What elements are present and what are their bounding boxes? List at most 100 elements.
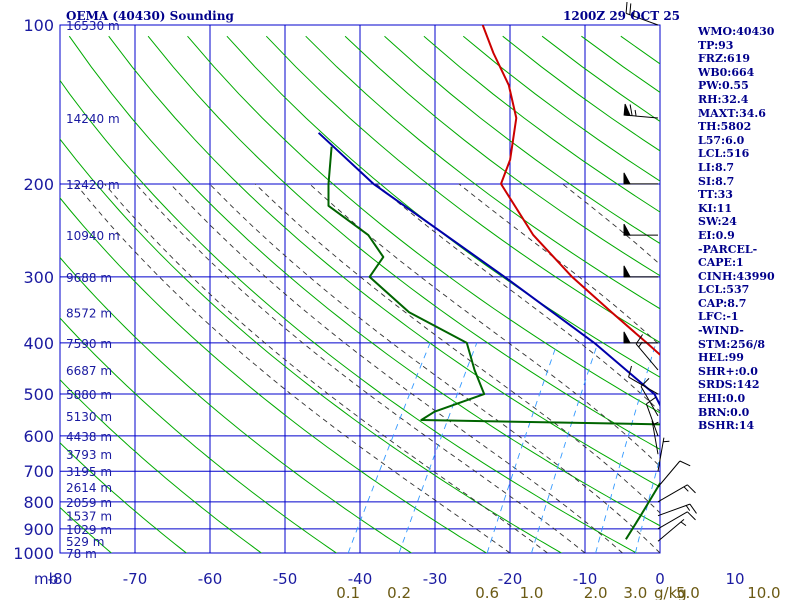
wind-barb-900 xyxy=(657,511,696,530)
dry-adiabat xyxy=(68,35,660,527)
pressure-tick-label: 200 xyxy=(23,175,54,194)
index-line: RH:32.4 xyxy=(698,92,749,106)
sounding-time: 1200Z 29 OCT 25 xyxy=(563,9,681,23)
temperature-tick-label: -80 xyxy=(48,570,73,588)
height-label: 16530 m xyxy=(66,19,120,33)
temperature-tick-label: -10 xyxy=(573,570,598,588)
pressure-tick-label: 700 xyxy=(23,462,54,481)
dry-adiabat xyxy=(305,35,660,310)
index-line: TT:33 xyxy=(698,188,733,202)
index-line: WMO:40430 xyxy=(698,25,775,38)
dry-adiabat xyxy=(108,35,660,488)
mixing-ratio-line xyxy=(398,342,478,553)
moist-adiabat xyxy=(169,183,623,553)
index-line: L57:6.0 xyxy=(698,133,745,147)
pressure-tick-label: 800 xyxy=(23,493,54,512)
mixing-ratio-line xyxy=(347,342,431,553)
height-label: 3195 m xyxy=(66,465,112,479)
index-line: FRZ:619 xyxy=(698,52,751,66)
mixing-ratio-line xyxy=(531,342,599,553)
parcel-trace xyxy=(317,132,660,408)
isobar-isotherm-grid xyxy=(59,24,661,554)
wind-barb-700 xyxy=(657,437,670,472)
height-label: 2059 m xyxy=(66,496,112,510)
dry-adiabat xyxy=(778,36,800,564)
mixing-ratio-label: 1.0 xyxy=(520,584,544,600)
index-line: LCL:537 xyxy=(698,283,750,297)
dewpoint-trace xyxy=(327,146,660,540)
pressure-tick-label: 300 xyxy=(23,268,54,287)
moist-adiabat xyxy=(104,183,548,553)
index-line: WB0:664 xyxy=(698,65,755,79)
dry-adiabat xyxy=(60,506,113,553)
index-line: CINH:43990 xyxy=(698,269,775,283)
mixing-ratio-label: 3.0 xyxy=(623,584,647,600)
index-line: TP:93 xyxy=(698,38,734,52)
index-line: -WIND- xyxy=(698,324,744,338)
mixing-ratio-lines xyxy=(347,342,660,553)
index-panel: WMO:40430 TP:93 FRZ:619 WB0:664 PW:0.55 RH:32… xyxy=(698,25,775,433)
wind-barb-250 xyxy=(623,223,658,236)
index-line: SHR+:0.0 xyxy=(698,364,758,378)
wind-barb-600 xyxy=(645,396,659,437)
mixing-ratio-label: 5.0 xyxy=(676,584,700,600)
dry-adiabat xyxy=(344,35,660,277)
mixing-ratio-line xyxy=(595,342,657,553)
station-title: OEMA (40430) Sounding xyxy=(66,9,234,23)
mixing-ratio-label: 0.6 xyxy=(475,584,499,600)
moist-adiabat xyxy=(209,183,660,553)
dry-adiabat xyxy=(60,378,263,553)
index-line: LI:8.7 xyxy=(698,160,735,174)
wind-barb-850 xyxy=(657,503,697,517)
height-label: 7590 m xyxy=(66,337,112,351)
pressure-tick-label: 900 xyxy=(23,520,54,539)
temperature-tick-label: 10 xyxy=(725,570,744,588)
wind-barb-450 xyxy=(635,334,659,371)
index-line: MAXT:34.6 xyxy=(698,106,766,120)
moist-adiabat xyxy=(794,184,800,553)
height-label: 529 m xyxy=(66,535,104,549)
index-line: SRDS:142 xyxy=(698,378,760,392)
dry-adiabat xyxy=(60,197,488,553)
index-line: CAP:8.7 xyxy=(698,296,747,310)
wind-barb-950 xyxy=(657,519,687,542)
temperature-tick-label: -70 xyxy=(123,570,148,588)
index-line: SW:24 xyxy=(698,215,737,229)
wind-barbs xyxy=(623,1,697,542)
temperature-tick-label: 0 xyxy=(655,570,665,588)
pressure-tick-label: 1000 xyxy=(13,544,54,563)
pressure-tick-label: 500 xyxy=(23,385,54,404)
index-line: LCL:516 xyxy=(698,147,750,161)
moist-adiabat xyxy=(375,183,660,413)
moist-adiabat xyxy=(458,183,660,346)
pressure-unit-label: mb xyxy=(34,570,58,588)
index-line: HEL:99 xyxy=(698,351,744,365)
height-label: 1537 m xyxy=(66,510,112,524)
pressure-tick-label: 600 xyxy=(23,427,54,446)
temperature-tick-label: -20 xyxy=(498,570,523,588)
mixing-ratio-label: 0.1 xyxy=(336,584,360,600)
index-line: CAPE:1 xyxy=(698,256,744,270)
wind-barb-650 xyxy=(651,420,659,455)
mixing-ratio-line xyxy=(634,455,660,553)
temperature-tick-label: -40 xyxy=(348,570,373,588)
height-label: 12420 m xyxy=(66,178,120,192)
height-label: 1029 m xyxy=(66,523,112,537)
dry-adiabat xyxy=(265,35,660,344)
dry-adiabat xyxy=(0,36,49,564)
dry-adiabat xyxy=(60,79,638,553)
height-label: 6687 m xyxy=(66,364,112,378)
wind-barb-300 xyxy=(623,265,658,278)
height-label: 2614 m xyxy=(66,481,112,495)
index-line: -PARCEL- xyxy=(698,242,758,256)
mixing-ratio-line xyxy=(486,342,558,553)
index-line: TH:5802 xyxy=(698,120,752,134)
moist-adiabat xyxy=(254,183,660,514)
index-line: PW:0.55 xyxy=(698,79,749,93)
height-label: 4438 m xyxy=(66,430,112,444)
height-label: 10940 m xyxy=(66,229,120,243)
mixing-ratio-label: 2.0 xyxy=(584,584,608,600)
wind-barb-500 xyxy=(628,365,659,395)
dry-adiabat xyxy=(60,138,563,553)
